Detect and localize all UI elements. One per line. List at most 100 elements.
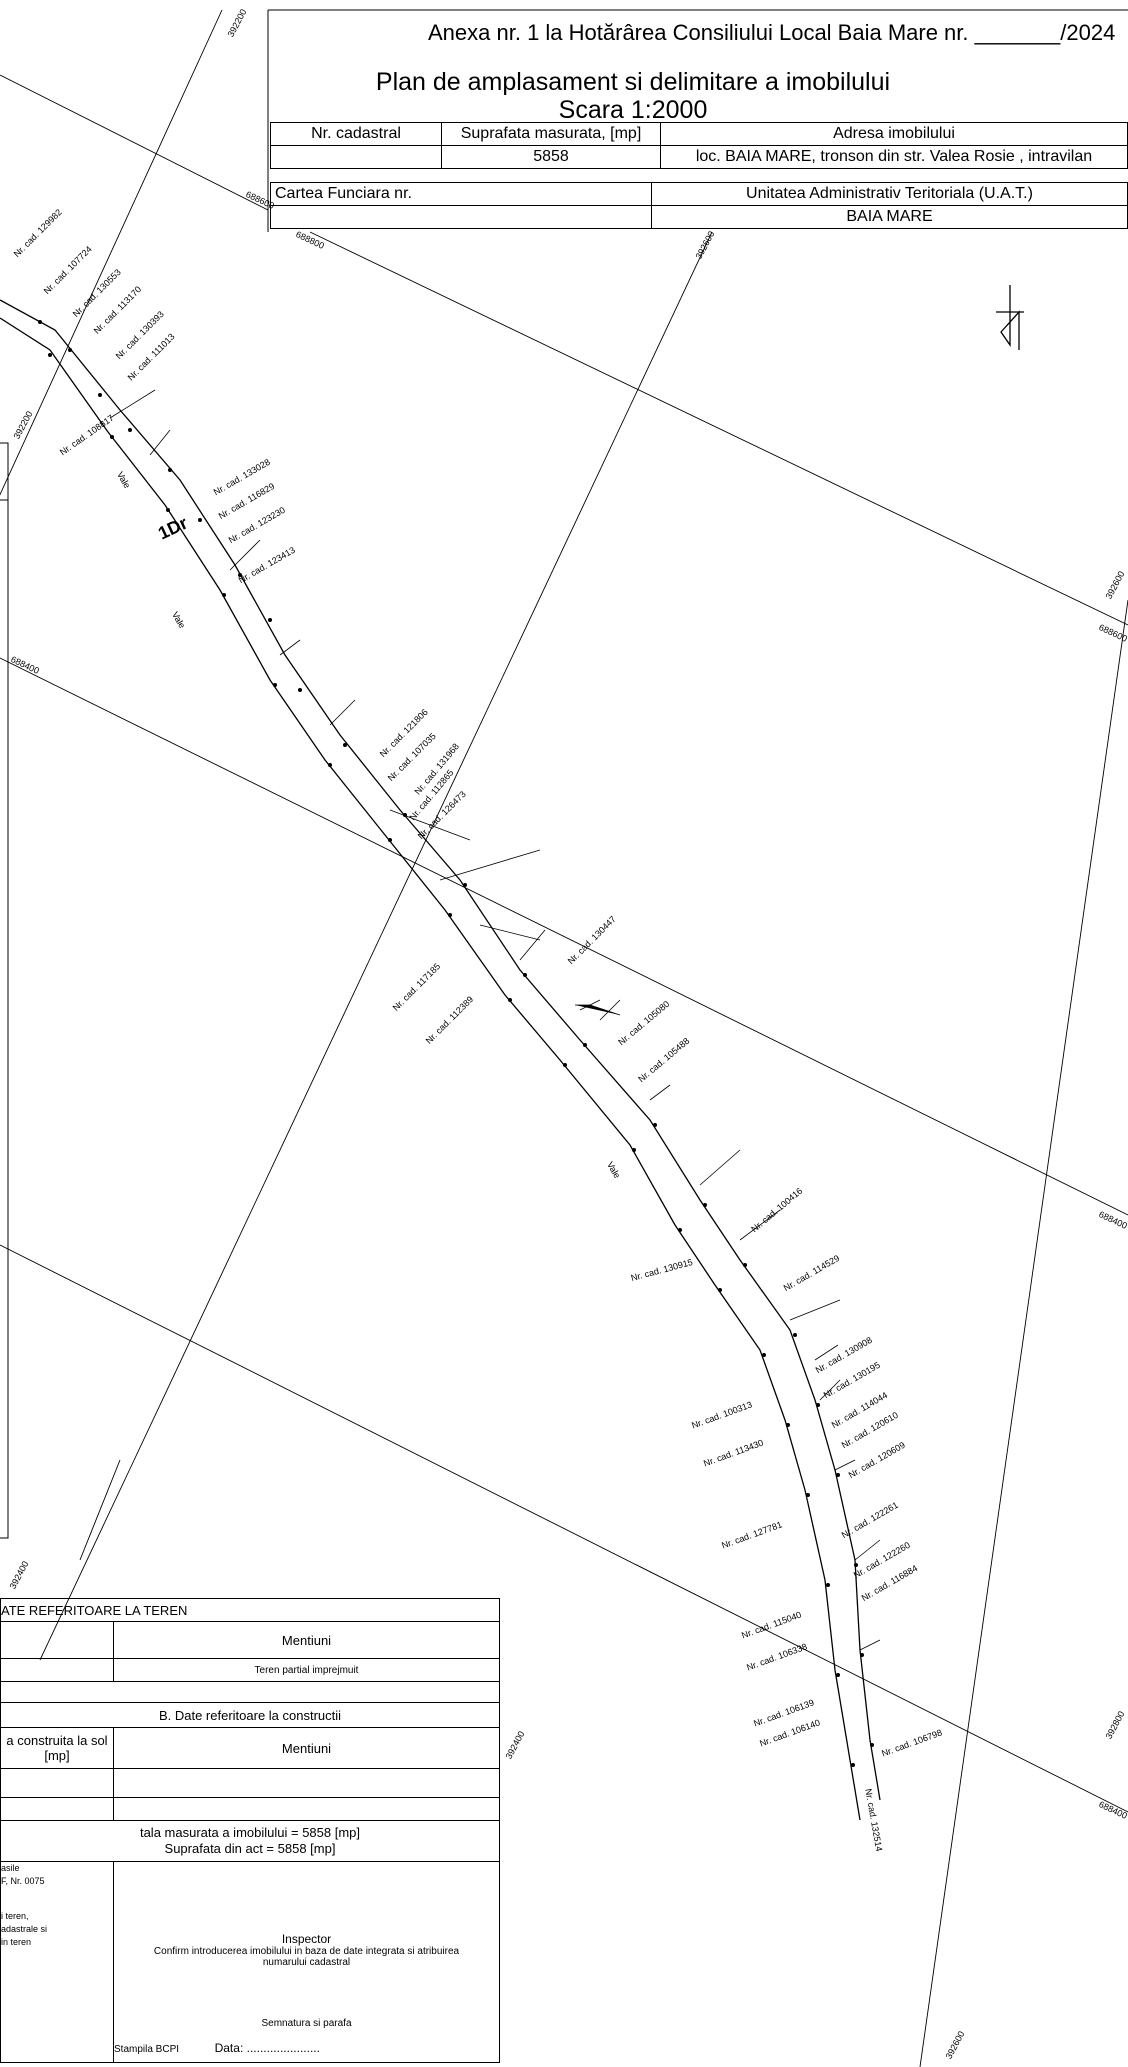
- grid-lines: [0, 9, 1128, 2067]
- vertex: [583, 1043, 587, 1047]
- tick: [859, 1639, 881, 1651]
- address-value: loc. BAIA MARE, tronson din str. Valea R…: [660, 145, 1128, 169]
- tick: [789, 1299, 841, 1321]
- vertex: [268, 618, 272, 622]
- land-table-empty: [0, 1658, 114, 1682]
- land-data-table: ATE REFERITOARE LA TEREN Mentiuni Teren …: [0, 1598, 500, 2063]
- land-table-row: Teren partial imprejmuit: [0, 1658, 500, 1682]
- vertex: [110, 435, 114, 439]
- land-table-title: ATE REFERITOARE LA TEREN: [0, 1598, 500, 1622]
- vertex: [854, 1563, 858, 1567]
- area-value: 5858: [441, 145, 661, 169]
- tick: [699, 1149, 741, 1186]
- vertex: [48, 353, 52, 357]
- vertex: [463, 883, 467, 887]
- col-area: Suprafata masurata, [mp]: [441, 122, 661, 146]
- construction-cell: [113, 1797, 500, 1821]
- vertex: [703, 1203, 707, 1207]
- vertex: [860, 1653, 864, 1657]
- grid-line: [309, 231, 1128, 626]
- semnatura-label: Semnatura si parafa: [261, 2018, 352, 2029]
- carte-funciara-value: [270, 205, 652, 229]
- vertex: [168, 468, 172, 472]
- inspector-spacer: [114, 1862, 499, 1932]
- plan-title: Plan de amplasament si delimitare a imob…: [268, 68, 998, 124]
- tick: [854, 1539, 881, 1561]
- tick: [739, 1209, 781, 1241]
- parcel-boundary: [0, 299, 881, 1821]
- grid-line: [79, 1459, 121, 1561]
- land-table-empty: [0, 1681, 500, 1703]
- vertex: [653, 1123, 657, 1127]
- construction-title-row: B. Date referitoare la constructii: [0, 1702, 500, 1728]
- vertex-points: [38, 320, 874, 1767]
- vertex: [222, 593, 226, 597]
- land-table-header-row: Mentiuni: [0, 1621, 500, 1659]
- tick: [819, 1379, 841, 1401]
- vertex: [166, 508, 170, 512]
- vertex: [98, 393, 102, 397]
- info-table-row: 5858 loc. BAIA MARE, tronson din str. Va…: [270, 145, 1128, 169]
- vertex: [678, 1228, 682, 1232]
- stamp-row: Stampila BCPI Data: ....................…: [114, 2029, 499, 2055]
- inspector-title: Inspector: [281, 1932, 332, 1946]
- annex-title: Anexa nr. 1 la Hotărârea Consiliului Loc…: [428, 20, 1116, 45]
- vertex: [793, 1333, 797, 1337]
- tick: [599, 999, 621, 1021]
- vertex: [128, 428, 132, 432]
- grid-line: [919, 599, 1128, 2067]
- vertex: [328, 763, 332, 767]
- tick: [109, 389, 156, 419]
- grid-line: [0, 9, 223, 496]
- info-table-row: Nr. cadastral Suprafata masurata, [mp] A…: [270, 122, 1128, 146]
- vertex: [870, 1743, 874, 1747]
- grid-line: [0, 657, 1128, 1216]
- vertex: [508, 998, 512, 1002]
- act-area: Suprafata din act = 5858 [mp]: [164, 1841, 336, 1856]
- grid-line: [39, 231, 713, 1661]
- construction-mentiuni-header: Mentiuni: [113, 1727, 500, 1769]
- grid-line: [0, 74, 269, 211]
- left-note: in teren: [1, 1937, 32, 1947]
- vertex: [836, 1473, 840, 1477]
- land-table-empty: [0, 1621, 114, 1659]
- neighbor-ticks: [109, 389, 881, 1651]
- total-area: tala masurata a imobilului = 5858 [mp]: [139, 1825, 361, 1840]
- vertex: [563, 1063, 567, 1067]
- data-label: Data: ......................: [214, 2041, 320, 2055]
- construction-cell: [0, 1768, 114, 1798]
- tick: [575, 1004, 621, 1016]
- area-summary-row: tala masurata a imobilului = 5858 [mp] S…: [0, 1820, 500, 1862]
- area-summary: tala masurata a imobilului = 5858 [mp] S…: [0, 1820, 500, 1862]
- tick: [329, 699, 356, 726]
- vertex: [198, 518, 202, 522]
- tick: [229, 539, 261, 571]
- tick: [439, 849, 541, 881]
- vertex: [38, 320, 42, 324]
- grid-line: [0, 1244, 1128, 1813]
- tick: [479, 924, 541, 941]
- construita-label: a construita la sol: [6, 1733, 108, 1748]
- tick: [279, 639, 301, 656]
- left-panel-frame: [0, 442, 9, 1539]
- vertex: [826, 1583, 830, 1587]
- vertex: [403, 813, 407, 817]
- vertex: [273, 683, 277, 687]
- vertex: [388, 838, 392, 842]
- carte-table-row: Cartea Funciara nr. Unitatea Administrat…: [270, 182, 1128, 206]
- executant-cell: asile F, Nr. 0075 i teren, adastrale si …: [0, 1861, 114, 2063]
- inspector-cell: Inspector Confirm introducerea imobilulu…: [113, 1861, 500, 2063]
- uat-label: Unitatea Administrativ Teritoriala (U.A.…: [651, 182, 1128, 206]
- left-note: i teren,: [1, 1911, 29, 1921]
- vertex: [238, 573, 242, 577]
- left-note: adastrale si: [1, 1924, 48, 1934]
- vertex: [448, 913, 452, 917]
- info-table: Nr. cadastral Suprafata masurata, [mp] A…: [270, 122, 1128, 169]
- construita-unit: [mp]: [44, 1748, 70, 1763]
- tick: [834, 1459, 856, 1471]
- stampila-label: Stampila BCPI: [114, 2044, 180, 2055]
- construction-table-title: B. Date referitoare la constructii: [0, 1702, 500, 1728]
- tick: [814, 1344, 839, 1361]
- carte-table: Cartea Funciara nr. Unitatea Administrat…: [270, 182, 1128, 229]
